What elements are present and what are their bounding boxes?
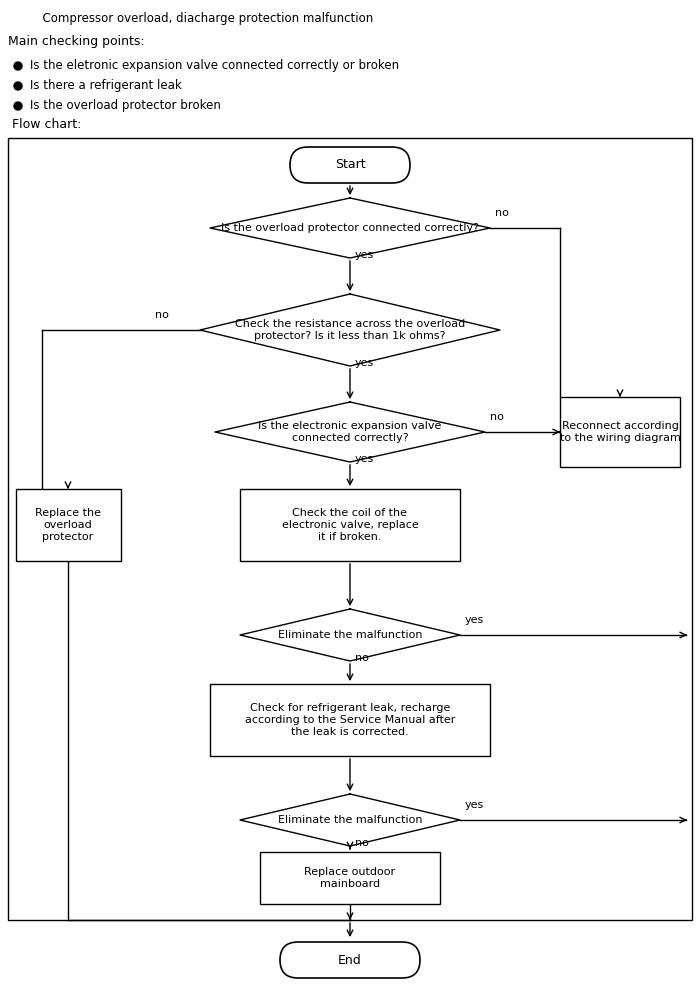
- Bar: [560, 397, 680, 467]
- Circle shape: [14, 62, 22, 70]
- Text: yes: yes: [465, 800, 484, 810]
- Text: Is the electronic expansion valve
connected correctly?: Is the electronic expansion valve connec…: [258, 422, 442, 442]
- Bar: [8, 138, 692, 920]
- Text: yes: yes: [465, 615, 484, 625]
- Text: Main checking points:: Main checking points:: [8, 35, 145, 48]
- Text: End: End: [338, 953, 362, 966]
- Circle shape: [14, 102, 22, 110]
- Bar: [210, 684, 490, 756]
- Text: yes: yes: [355, 454, 374, 464]
- FancyBboxPatch shape: [290, 147, 410, 183]
- Text: no: no: [155, 310, 169, 320]
- Bar: [15, 489, 120, 561]
- Text: Replace the
overload
protector: Replace the overload protector: [35, 508, 101, 542]
- Text: Reconnect according
to the wiring diagram: Reconnect according to the wiring diagra…: [559, 422, 680, 442]
- Text: Is the eletronic expansion valve connected correctly or broken: Is the eletronic expansion valve connect…: [30, 60, 399, 72]
- Text: Replace outdoor
mainboard: Replace outdoor mainboard: [304, 867, 395, 889]
- Text: Compressor overload, diacharge protection malfunction: Compressor overload, diacharge protectio…: [35, 12, 373, 25]
- Text: yes: yes: [355, 358, 374, 368]
- Text: no: no: [355, 838, 369, 848]
- Text: Check the coil of the
electronic valve, replace
it if broken.: Check the coil of the electronic valve, …: [281, 508, 419, 542]
- Text: Eliminate the malfunction: Eliminate the malfunction: [278, 815, 422, 825]
- Text: Is the overload protector connected correctly?: Is the overload protector connected corr…: [221, 223, 479, 233]
- Text: Is there a refrigerant leak: Is there a refrigerant leak: [30, 79, 182, 92]
- Text: Check the resistance across the overload
protector? Is it less than 1k ohms?: Check the resistance across the overload…: [235, 319, 465, 341]
- Bar: [240, 489, 460, 561]
- Text: Check for refrigerant leak, recharge
according to the Service Manual after
the l: Check for refrigerant leak, recharge acc…: [245, 703, 455, 737]
- Text: Is the overload protector broken: Is the overload protector broken: [30, 99, 221, 112]
- Text: no: no: [355, 653, 369, 663]
- Text: Eliminate the malfunction: Eliminate the malfunction: [278, 630, 422, 640]
- Text: Start: Start: [335, 159, 365, 172]
- Text: yes: yes: [355, 250, 374, 260]
- FancyBboxPatch shape: [280, 942, 420, 978]
- Circle shape: [14, 82, 22, 90]
- Text: no: no: [490, 412, 504, 422]
- Text: no: no: [495, 208, 509, 218]
- Text: Flow chart:: Flow chart:: [8, 118, 81, 131]
- Bar: [260, 852, 440, 904]
